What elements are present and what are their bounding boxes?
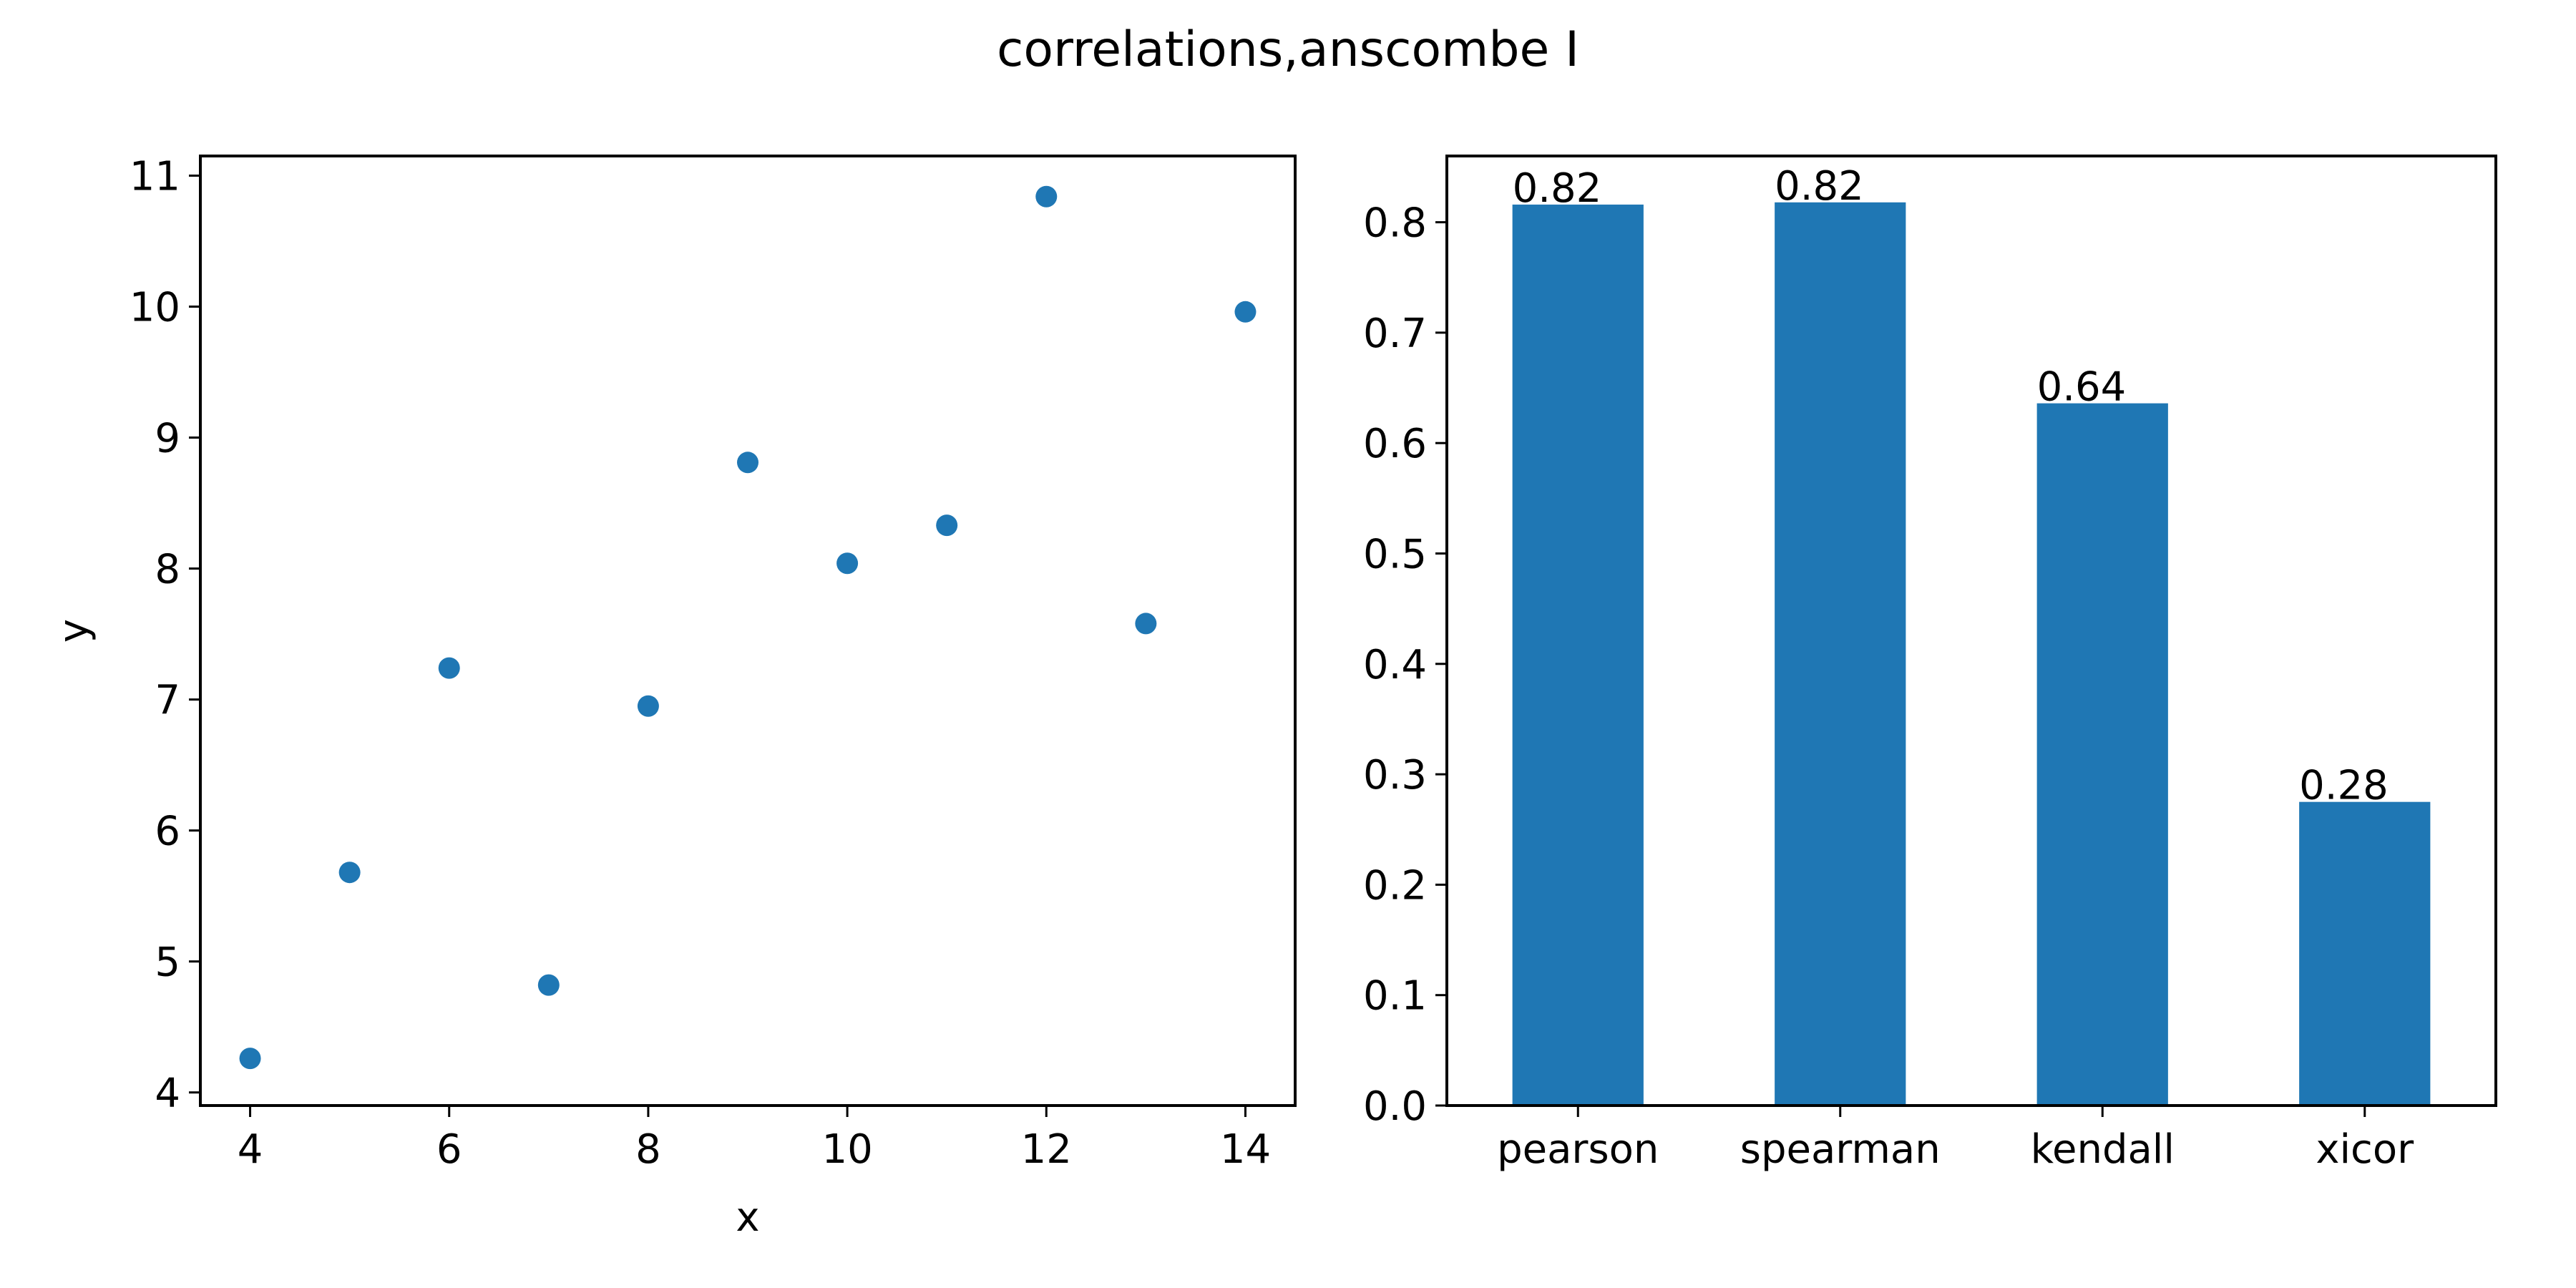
scatter-x-tick-label: 14 [1220, 1126, 1271, 1173]
scatter-point [737, 452, 758, 474]
scatter-point [1035, 185, 1058, 208]
bar-category-label: spearman [1740, 1126, 1941, 1173]
bar-category-label: kendall [2031, 1126, 2175, 1173]
scatter-y-tick-label: 4 [155, 1070, 180, 1117]
bar-xicor [2299, 801, 2431, 1106]
bar-y-tick-label: 0.4 [1363, 642, 1427, 688]
bar-y-tick-label: 0.7 [1363, 311, 1427, 357]
scatter-y-tick-label: 5 [155, 940, 180, 986]
scatter-point [239, 1048, 261, 1070]
scatter-y-tick-label: 11 [130, 153, 180, 200]
bar-y-tick-label: 0.1 [1363, 973, 1427, 1020]
scatter-point [537, 974, 560, 996]
bar-y-tick-label: 0.8 [1363, 200, 1427, 247]
bar-y-tick-label: 0.5 [1363, 531, 1427, 577]
scatter-point [836, 552, 859, 575]
scatter-point [1234, 301, 1257, 323]
bar-y-tick-label: 0.0 [1363, 1083, 1427, 1130]
bar-value-label: 0.64 [2037, 364, 2127, 411]
scatter-x-tick-label: 6 [436, 1126, 462, 1173]
bar-y-tick-label: 0.6 [1363, 421, 1427, 467]
scatter-y-axis-label: y [51, 619, 97, 643]
bar-chart: 0.82 pearson 0.82 spearman 0.64 kendall 0.28 xi… [1363, 155, 2497, 1173]
scatter-point [1135, 613, 1157, 635]
bar-kendall [2036, 403, 2168, 1106]
scatter-x-tick-label: 4 [238, 1126, 263, 1173]
scatter-point [637, 695, 659, 717]
scatter-axes-frame [199, 155, 1297, 1107]
scatter-y-tick-label: 8 [155, 547, 180, 593]
scatter-y-tick-label: 9 [155, 416, 180, 462]
bar-category-label: xicor [2316, 1126, 2414, 1173]
bar-value-label: 0.82 [1513, 165, 1602, 212]
bar-category-label: pearson [1497, 1126, 1659, 1173]
scatter-x-tick-label: 10 [821, 1126, 872, 1173]
scatter-point [438, 657, 460, 679]
scatter-y-tick-label: 10 [130, 284, 180, 331]
scatter-x-axis-label: x [736, 1194, 759, 1241]
bar-pearson [1512, 204, 1644, 1106]
scatter-x-tick-label: 12 [1021, 1126, 1072, 1173]
scatter-point [338, 862, 361, 884]
bar-spearman [1775, 202, 1906, 1106]
bar-y-tick-label: 0.2 [1363, 862, 1427, 909]
scatter-x-tick-label: 8 [635, 1126, 661, 1173]
bar-value-label: 0.28 [2299, 763, 2389, 809]
scatter-plot: 4 6 8 10 12 14 4 5 6 7 8 9 10 11 x y [51, 153, 1297, 1241]
bar-axes-frame [1445, 155, 2497, 1107]
figure-title: correlations,anscombe I [996, 21, 1579, 78]
scatter-point [936, 514, 958, 537]
bar-value-label: 0.82 [1775, 163, 1864, 210]
scatter-y-tick-label: 6 [155, 809, 180, 855]
scatter-y-tick-label: 7 [155, 678, 180, 724]
bar-y-tick-label: 0.3 [1363, 752, 1427, 799]
